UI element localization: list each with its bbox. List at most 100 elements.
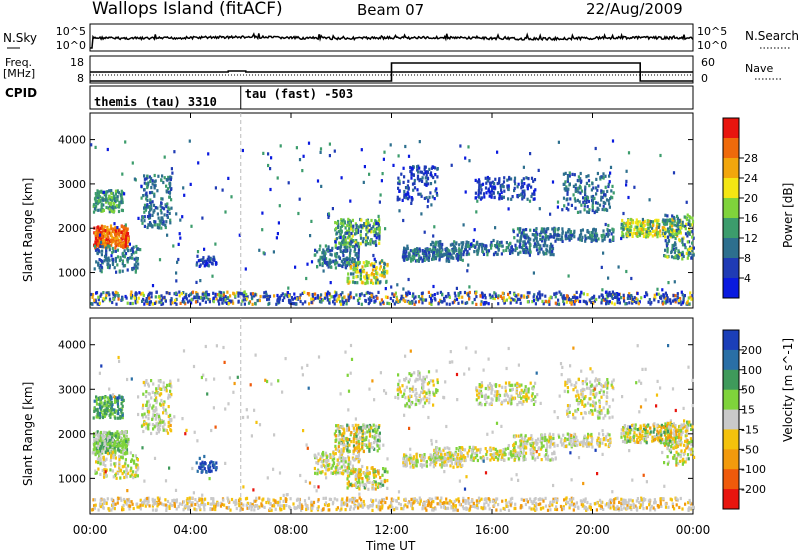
heat-cell xyxy=(491,187,494,191)
heat-cell xyxy=(425,170,428,174)
heat-cell xyxy=(122,504,125,508)
heat-cell xyxy=(281,504,284,508)
heat-cell xyxy=(366,236,369,240)
heat-cell xyxy=(323,296,326,300)
heat-cell xyxy=(683,294,686,298)
heat-cell xyxy=(464,498,467,503)
heat-cell xyxy=(687,253,690,257)
heat-cell xyxy=(684,224,687,229)
heat-cell xyxy=(635,297,638,301)
heat-cell xyxy=(562,196,566,200)
heat-cell xyxy=(477,178,481,182)
heat-cell xyxy=(185,294,188,298)
heat-cell xyxy=(583,204,586,208)
heat-cell xyxy=(301,504,304,509)
heat-cell xyxy=(447,292,450,296)
heat-cell xyxy=(652,223,655,228)
heat-cell xyxy=(661,302,665,306)
heat-cell xyxy=(530,499,533,504)
heat-cell xyxy=(99,268,102,273)
heat-cell xyxy=(656,504,659,508)
heat-cell xyxy=(507,243,510,247)
heat-cell xyxy=(604,201,607,205)
heat-cell xyxy=(516,195,519,199)
heat-cell xyxy=(309,234,312,238)
heat-cell xyxy=(575,188,578,192)
heat-cell xyxy=(681,237,684,241)
heat-cell xyxy=(689,501,692,505)
heat-cell xyxy=(352,507,355,511)
heat-cell xyxy=(525,228,528,232)
heat-cell xyxy=(633,505,636,509)
heat-cell xyxy=(562,507,565,511)
heat-cell xyxy=(642,234,645,238)
heat-cell xyxy=(327,212,330,216)
heat-cell xyxy=(631,297,634,302)
heat-cell xyxy=(99,502,102,506)
heat-cell xyxy=(182,500,185,504)
heat-cell xyxy=(195,280,198,284)
heat-cell xyxy=(114,226,117,230)
heat-cell xyxy=(406,244,409,248)
heat-cell xyxy=(345,245,348,249)
heat-cell xyxy=(513,506,516,511)
heat-cell xyxy=(112,249,115,253)
heat-cell xyxy=(281,292,284,296)
heat-cell xyxy=(558,290,561,294)
heat-cell xyxy=(457,301,460,305)
heat-cell xyxy=(655,292,658,296)
heat-cell xyxy=(464,156,467,160)
heat-cell xyxy=(612,230,615,234)
heat-cell xyxy=(214,261,218,265)
heat-cell xyxy=(125,234,128,238)
heat-cell xyxy=(336,231,339,235)
heat-cell xyxy=(158,258,162,262)
heat-cell xyxy=(174,298,177,302)
heat-cell xyxy=(185,292,188,296)
heat-cell xyxy=(535,248,539,252)
heat-cell xyxy=(689,223,692,227)
heat-cell xyxy=(110,441,113,445)
heat-cell xyxy=(445,251,448,255)
heat-cell xyxy=(93,409,96,413)
heat-cell xyxy=(602,176,605,180)
heat-cell xyxy=(212,296,215,300)
heat-cell xyxy=(635,499,638,503)
heat-cell xyxy=(452,244,455,248)
heat-cell xyxy=(119,238,122,242)
heat-cell xyxy=(688,232,691,236)
heat-cell xyxy=(156,189,159,193)
heat-cell xyxy=(172,244,175,248)
heat-cell xyxy=(199,279,202,283)
heat-cell xyxy=(403,498,406,502)
heat-cell xyxy=(260,502,263,506)
heat-cell xyxy=(330,260,333,264)
heat-cell xyxy=(329,252,332,256)
heat-cell xyxy=(129,293,132,297)
heat-cell xyxy=(557,233,560,237)
heat-cell xyxy=(215,297,218,301)
heat-cell xyxy=(363,275,366,279)
heat-cell xyxy=(451,505,454,509)
heat-cell xyxy=(454,294,457,298)
heat-cell xyxy=(153,192,156,196)
heat-cell xyxy=(318,248,321,252)
heat-cell xyxy=(145,499,148,503)
heat-cell xyxy=(589,233,592,238)
heat-cell xyxy=(633,299,636,303)
heat-cell xyxy=(620,296,623,300)
heat-cell xyxy=(459,291,462,295)
heat-cell xyxy=(117,297,120,301)
heat-cell xyxy=(419,170,422,174)
heat-cell xyxy=(305,276,308,281)
heat-cell xyxy=(98,199,101,203)
heat-cell xyxy=(538,207,541,211)
heat-cell xyxy=(505,504,508,508)
heat-cell xyxy=(413,178,416,183)
heat-cell xyxy=(122,445,125,449)
heat-cell xyxy=(126,260,129,264)
heat-cell xyxy=(355,261,358,265)
heat-cell xyxy=(398,189,401,193)
heat-cell xyxy=(654,219,657,223)
heat-cell xyxy=(579,171,582,176)
